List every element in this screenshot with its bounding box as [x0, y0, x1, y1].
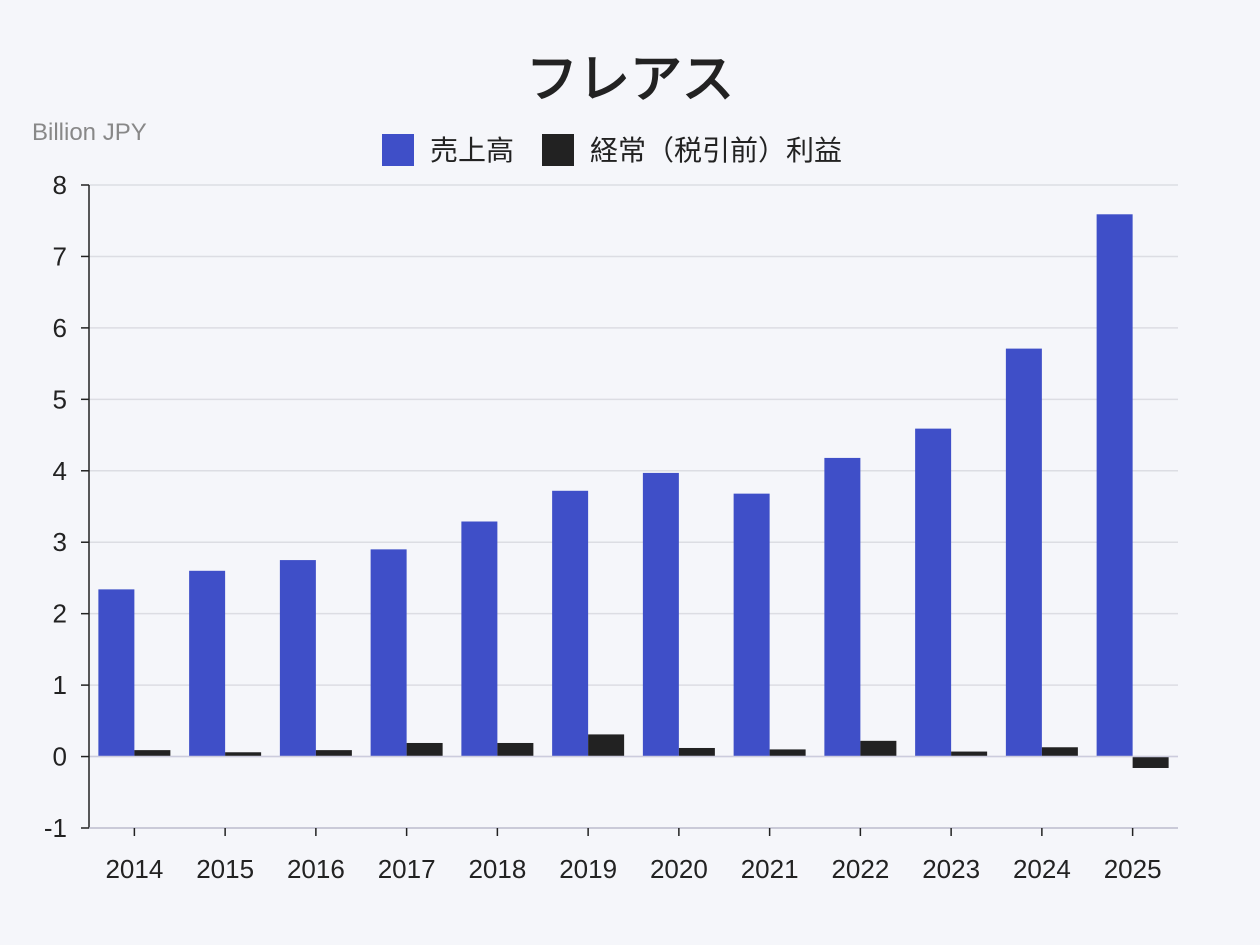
- x-tick-label: 2015: [196, 854, 254, 884]
- y-tick-label: 8: [53, 170, 67, 200]
- bar-ordinary-profit: [134, 750, 171, 757]
- y-tick-label: 5: [53, 384, 67, 414]
- gridlines: [89, 184, 1178, 758]
- y-tick-label: -1: [44, 813, 67, 843]
- y-tick-label: 4: [53, 456, 67, 486]
- bar-ordinary-profit: [860, 740, 897, 757]
- chart-title: フレアス: [526, 50, 734, 110]
- legend-label-ordinary-profit: 経常（税引前）利益: [590, 134, 842, 167]
- legend-swatch-sales: [382, 134, 414, 166]
- axes: [88, 185, 1178, 829]
- bar-ordinary-profit: [588, 734, 625, 757]
- bar-sales: [370, 549, 407, 757]
- bar-sales: [733, 493, 770, 757]
- bar-ordinary-profit: [406, 742, 443, 757]
- legend: 売上高 経常（税引前）利益: [382, 134, 842, 167]
- x-axis-ticks: 2014 2015 2016 2017 2018 2019 2020 2021 2022 2023…: [105, 828, 1162, 884]
- y-axis-ticks: -1 0 1 2 3 4 5 6 7 8: [44, 170, 89, 843]
- bars: [98, 214, 1169, 768]
- bar-ordinary-profit: [1041, 747, 1078, 757]
- x-tick-label: 2020: [650, 854, 708, 884]
- unit-label: Billion JPY: [32, 119, 147, 146]
- bar-sales: [98, 589, 135, 757]
- bar-ordinary-profit: [225, 752, 262, 757]
- y-tick-label: 3: [53, 527, 67, 557]
- y-tick-label: 6: [53, 313, 67, 343]
- bar-ordinary-profit: [497, 742, 534, 757]
- y-tick-label: 1: [53, 670, 67, 700]
- bar-ordinary-profit: [951, 751, 988, 757]
- bar-ordinary-profit: [769, 749, 806, 757]
- y-tick-label: 2: [53, 599, 67, 629]
- x-tick-label: 2025: [1104, 854, 1162, 884]
- bar-sales: [552, 490, 589, 757]
- bar-sales: [824, 457, 861, 757]
- bar-ordinary-profit: [1132, 756, 1169, 768]
- x-tick-label: 2021: [741, 854, 799, 884]
- bar-sales: [279, 560, 316, 757]
- y-tick-label: 7: [53, 241, 67, 271]
- bar-ordinary-profit: [315, 750, 352, 757]
- x-tick-label: 2024: [1013, 854, 1071, 884]
- bar-sales: [189, 570, 226, 757]
- x-tick-label: 2017: [378, 854, 436, 884]
- legend-swatch-ordinary-profit: [542, 134, 574, 166]
- bar-sales: [1005, 348, 1042, 757]
- x-tick-label: 2019: [559, 854, 617, 884]
- y-tick-label: 0: [53, 742, 67, 772]
- bar-ordinary-profit: [678, 747, 715, 757]
- x-tick-label: 2023: [922, 854, 980, 884]
- legend-label-sales: 売上高: [430, 134, 514, 167]
- x-tick-label: 2016: [287, 854, 345, 884]
- x-tick-label: 2022: [831, 854, 889, 884]
- bar-sales: [642, 472, 679, 757]
- x-tick-label: 2014: [105, 854, 163, 884]
- bar-sales: [915, 428, 952, 757]
- x-tick-label: 2018: [468, 854, 526, 884]
- bar-sales: [461, 521, 498, 757]
- bar-sales: [1096, 214, 1133, 757]
